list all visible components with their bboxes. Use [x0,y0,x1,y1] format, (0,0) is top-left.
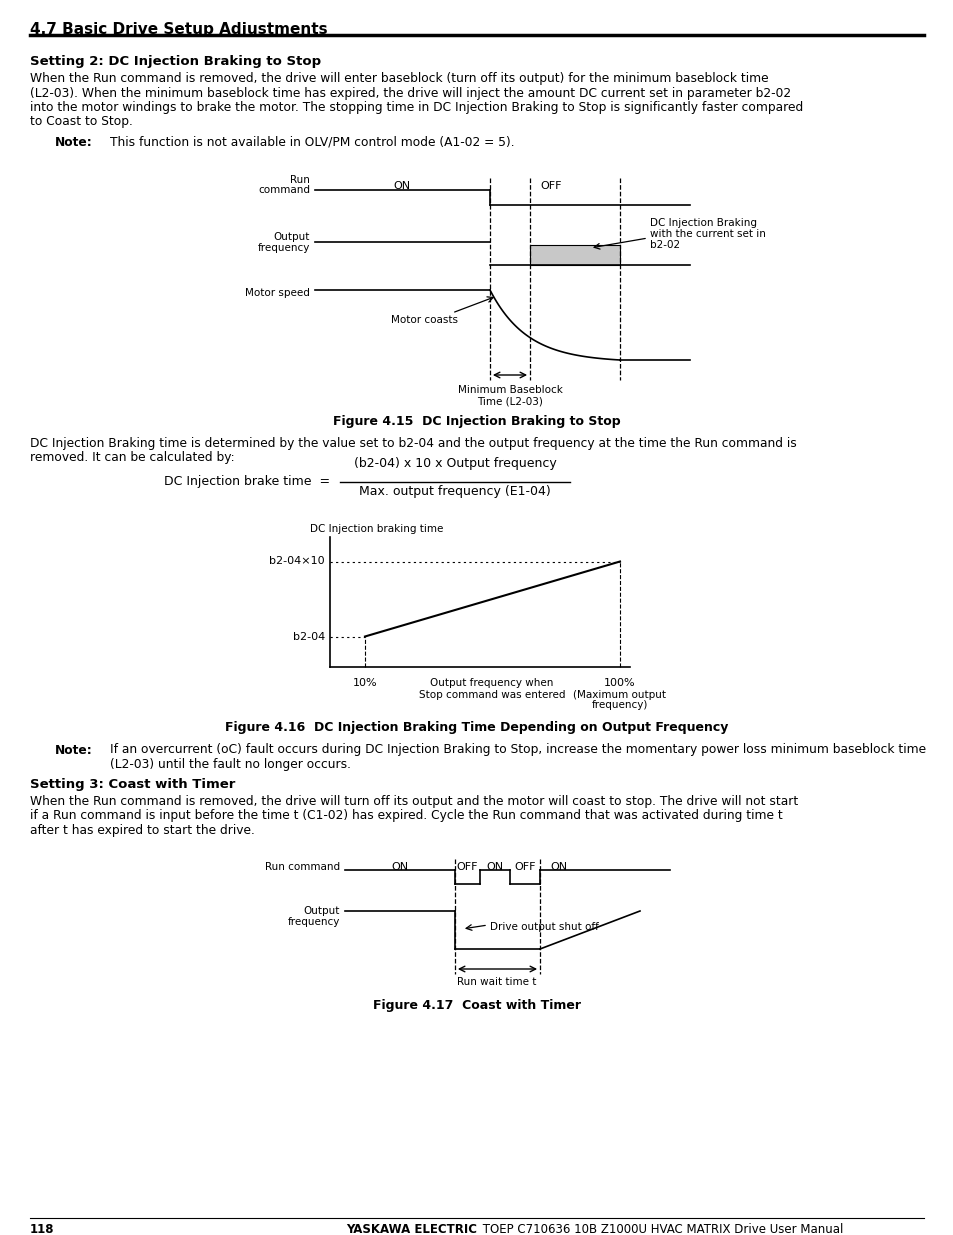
Text: ON: ON [486,862,503,872]
Text: If an overcurrent (oC) fault occurs during DC Injection Braking to Stop, increas: If an overcurrent (oC) fault occurs duri… [110,743,925,757]
Text: Setting 2: DC Injection Braking to Stop: Setting 2: DC Injection Braking to Stop [30,56,321,68]
Text: Run command: Run command [265,862,339,872]
Text: after t has expired to start the drive.: after t has expired to start the drive. [30,824,254,837]
Text: b2-04: b2-04 [293,631,325,641]
Text: Figure 4.17  Coast with Timer: Figure 4.17 Coast with Timer [373,999,580,1011]
Text: Time (L2-03): Time (L2-03) [476,396,542,406]
Text: (Maximum output: (Maximum output [573,689,666,699]
Text: Note:: Note: [55,743,92,757]
Text: b2-02: b2-02 [649,240,679,249]
Text: Drive output shut off: Drive output shut off [490,923,598,932]
Text: with the current set in: with the current set in [649,228,765,240]
Text: into the motor windings to brake the motor. The stopping time in DC Injection Br: into the motor windings to brake the mot… [30,101,802,114]
Text: OFF: OFF [539,182,561,191]
Text: b2-04×10: b2-04×10 [269,557,325,567]
Text: Motor coasts: Motor coasts [391,315,458,325]
Text: TOEP C710636 10B Z1000U HVAC MATRIX Drive User Manual: TOEP C710636 10B Z1000U HVAC MATRIX Driv… [478,1223,842,1235]
Text: DC Injection Braking: DC Injection Braking [649,219,757,228]
Text: Run wait time t: Run wait time t [456,977,537,987]
Text: 118: 118 [30,1223,54,1235]
Text: frequency): frequency) [591,700,647,710]
Text: ON: ON [550,862,566,872]
Text: Figure 4.16  DC Injection Braking Time Depending on Output Frequency: Figure 4.16 DC Injection Braking Time De… [225,721,728,735]
Text: 4.7 Basic Drive Setup Adjustments: 4.7 Basic Drive Setup Adjustments [30,22,327,37]
Text: Output: Output [303,906,339,916]
Text: When the Run command is removed, the drive will turn off its output and the moto: When the Run command is removed, the dri… [30,795,798,808]
Text: Stop command was entered: Stop command was entered [418,689,565,699]
Text: Motor speed: Motor speed [245,288,310,298]
Text: 100%: 100% [603,678,635,688]
Text: Output frequency when: Output frequency when [430,678,553,688]
Text: ON: ON [393,182,410,191]
Text: When the Run command is removed, the drive will enter baseblock (turn off its ou: When the Run command is removed, the dri… [30,72,768,85]
Text: (L2-03). When the minimum baseblock time has expired, the drive will inject the : (L2-03). When the minimum baseblock time… [30,86,790,100]
Bar [530,245,619,266]
Text: This function is not available in OLV/PM control mode (A1-02 = 5).: This function is not available in OLV/PM… [110,136,514,148]
Text: YASKAWA ELECTRIC: YASKAWA ELECTRIC [346,1223,476,1235]
Text: Setting 3: Coast with Timer: Setting 3: Coast with Timer [30,778,235,790]
Text: command: command [257,185,310,195]
Text: if a Run command is input before the time t (C1-02) has expired. Cycle the Run c: if a Run command is input before the tim… [30,809,781,823]
Text: to Coast to Stop.: to Coast to Stop. [30,116,132,128]
Text: (L2-03) until the fault no longer occurs.: (L2-03) until the fault no longer occurs… [110,758,351,771]
Text: ON: ON [391,862,408,872]
Text: Note:: Note: [55,136,92,148]
Text: Output: Output [274,232,310,242]
Text: OFF: OFF [514,862,536,872]
Text: removed. It can be calculated by:: removed. It can be calculated by: [30,452,234,464]
Text: 10%: 10% [353,678,377,688]
Text: Max. output frequency (E1-04): Max. output frequency (E1-04) [358,484,550,498]
Text: frequency: frequency [287,918,339,927]
Text: Figure 4.15  DC Injection Braking to Stop: Figure 4.15 DC Injection Braking to Stop [333,415,620,429]
Text: DC Injection Braking time is determined by the value set to b2-04 and the output: DC Injection Braking time is determined … [30,437,796,450]
Text: DC Injection brake time  =: DC Injection brake time = [164,475,330,488]
Text: (b2-04) x 10 x Output frequency: (b2-04) x 10 x Output frequency [354,457,556,469]
Text: Minimum Baseblock: Minimum Baseblock [457,385,562,395]
Text: frequency: frequency [257,243,310,253]
Text: Run: Run [290,175,310,185]
Text: OFF: OFF [456,862,477,872]
Text: DC Injection braking time: DC Injection braking time [310,525,443,535]
